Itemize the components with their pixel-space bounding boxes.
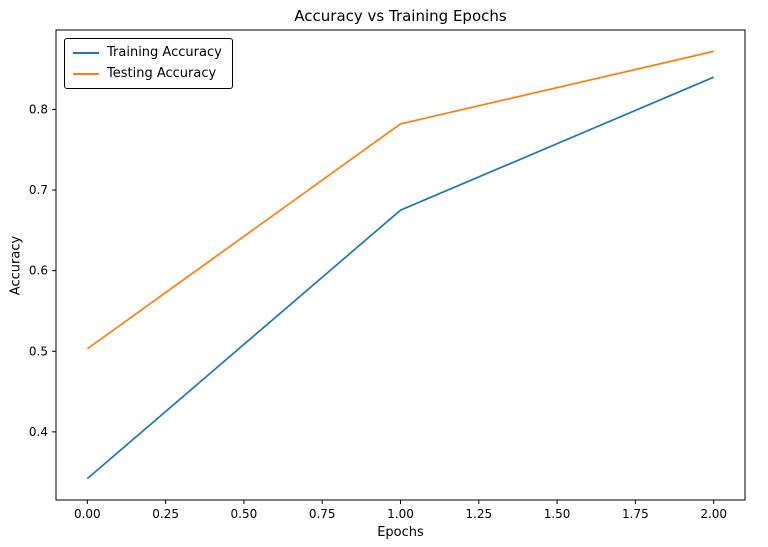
x-tick-label: 0.75 [309, 507, 336, 521]
legend-item: Training Accuracy [73, 46, 222, 60]
x-tick-label: 0.50 [231, 507, 258, 521]
legend-line-swatch [73, 52, 99, 54]
chart-title: Accuracy vs Training Epochs [294, 7, 507, 25]
series-line [86, 50, 714, 350]
x-tick-label: 0.00 [74, 507, 101, 521]
series-line [86, 76, 715, 480]
y-tick-label: 0.6 [29, 264, 48, 278]
x-tick-label: 0.25 [152, 507, 179, 521]
legend-line-swatch [73, 73, 99, 75]
legend-label: Training Accuracy [107, 45, 222, 60]
y-tick-label: 0.5 [29, 344, 48, 358]
x-tick-label: 1.50 [544, 507, 571, 521]
x-axis-label: Epochs [377, 525, 424, 540]
x-tick-label: 1.75 [622, 507, 649, 521]
y-tick-label: 0.8 [29, 102, 48, 116]
x-tick-label: 2.00 [700, 507, 727, 521]
y-tick-label: 0.4 [29, 425, 48, 439]
x-tick-label: 1.00 [387, 507, 414, 521]
plot-frame [55, 29, 746, 501]
legend-label: Testing Accuracy [107, 66, 217, 81]
y-tick-label: 0.7 [29, 183, 48, 197]
legend: Training Accuracy Testing Accuracy [64, 38, 233, 89]
legend-item: Testing Accuracy [73, 67, 222, 81]
x-tick-label: 1.25 [465, 507, 492, 521]
